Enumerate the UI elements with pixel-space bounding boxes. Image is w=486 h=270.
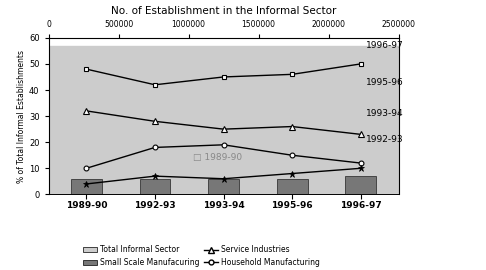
- Y-axis label: % of Total Informal Establishments: % of Total Informal Establishments: [17, 50, 26, 183]
- Bar: [49, 82, 399, 194]
- Bar: [49, 51, 399, 82]
- Text: 1996-97: 1996-97: [365, 41, 403, 50]
- Bar: [49, 46, 399, 51]
- Text: 1995-96: 1995-96: [365, 78, 403, 87]
- Bar: [71, 179, 102, 194]
- Legend: Total Informal Sector, Small Scale Manufacuring, Distributive Trade, Service Ind: Total Informal Sector, Small Scale Manuf…: [83, 245, 364, 270]
- X-axis label: No. of Establishment in the Informal Sector: No. of Establishment in the Informal Sec…: [111, 6, 336, 16]
- Text: 1993-94: 1993-94: [365, 109, 403, 118]
- Bar: [277, 179, 308, 194]
- Bar: [208, 179, 239, 194]
- Bar: [346, 176, 376, 194]
- Bar: [139, 179, 171, 194]
- Text: □ 1989-90: □ 1989-90: [192, 153, 242, 162]
- Text: 1992-93: 1992-93: [365, 135, 403, 144]
